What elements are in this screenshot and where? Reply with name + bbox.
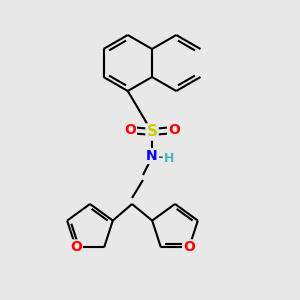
Text: O: O (124, 123, 136, 137)
Text: O: O (168, 123, 180, 137)
Text: H: H (164, 152, 174, 164)
Text: N: N (146, 149, 158, 163)
Text: O: O (70, 240, 82, 254)
Text: O: O (183, 240, 195, 254)
Text: S: S (146, 124, 158, 140)
